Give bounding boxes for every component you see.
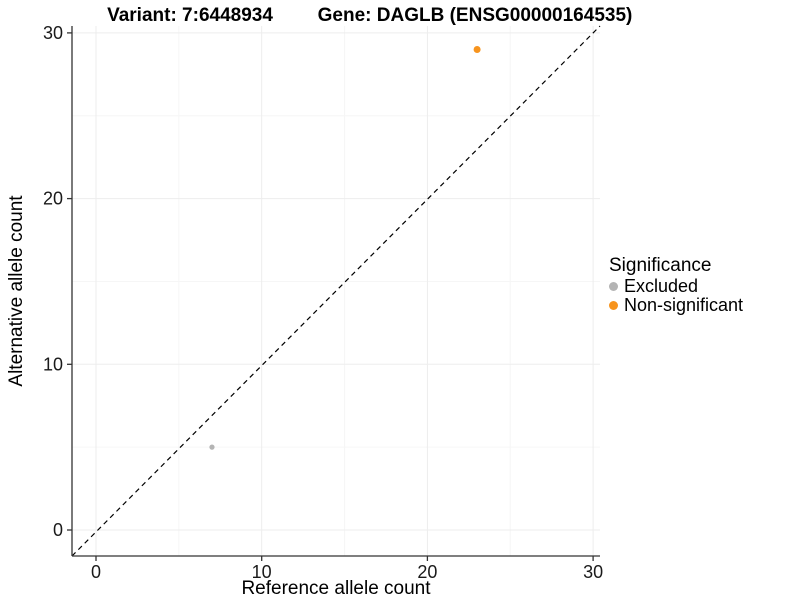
legend-title: Significance (609, 255, 712, 276)
y-tick-label: 20 (43, 189, 63, 209)
legend-item-non-significant-label: Non-significant (624, 295, 744, 315)
y-tick-label: 30 (43, 23, 63, 43)
data-point-non-significant (473, 45, 481, 53)
x-axis-title: Reference allele count (241, 578, 431, 599)
y-axis-title: Alternative allele count (6, 195, 27, 387)
legend-item-excluded-label: Excluded (624, 276, 699, 296)
x-tick-label: 0 (91, 562, 101, 582)
x-tick-label: 30 (583, 562, 603, 582)
gene-title: Gene: DAGLB (ENSG00000164535) (317, 5, 633, 26)
data-point-excluded (209, 444, 215, 450)
legend: Significance Excluded Non-significant (609, 255, 743, 315)
excluded-dot-icon (609, 282, 618, 291)
identity-line (71, 25, 601, 557)
non-significant-dot-icon (609, 301, 618, 310)
y-tick-label: 10 (43, 354, 63, 374)
variant-title: Variant: 7:6448934 (107, 5, 273, 26)
y-tick-label: 0 (53, 520, 63, 540)
x-tick-label: 10 (252, 562, 272, 582)
x-tick-label: 20 (417, 562, 437, 582)
legend-item-excluded: Excluded (609, 277, 743, 296)
legend-item-non-significant: Non-significant (609, 296, 743, 315)
